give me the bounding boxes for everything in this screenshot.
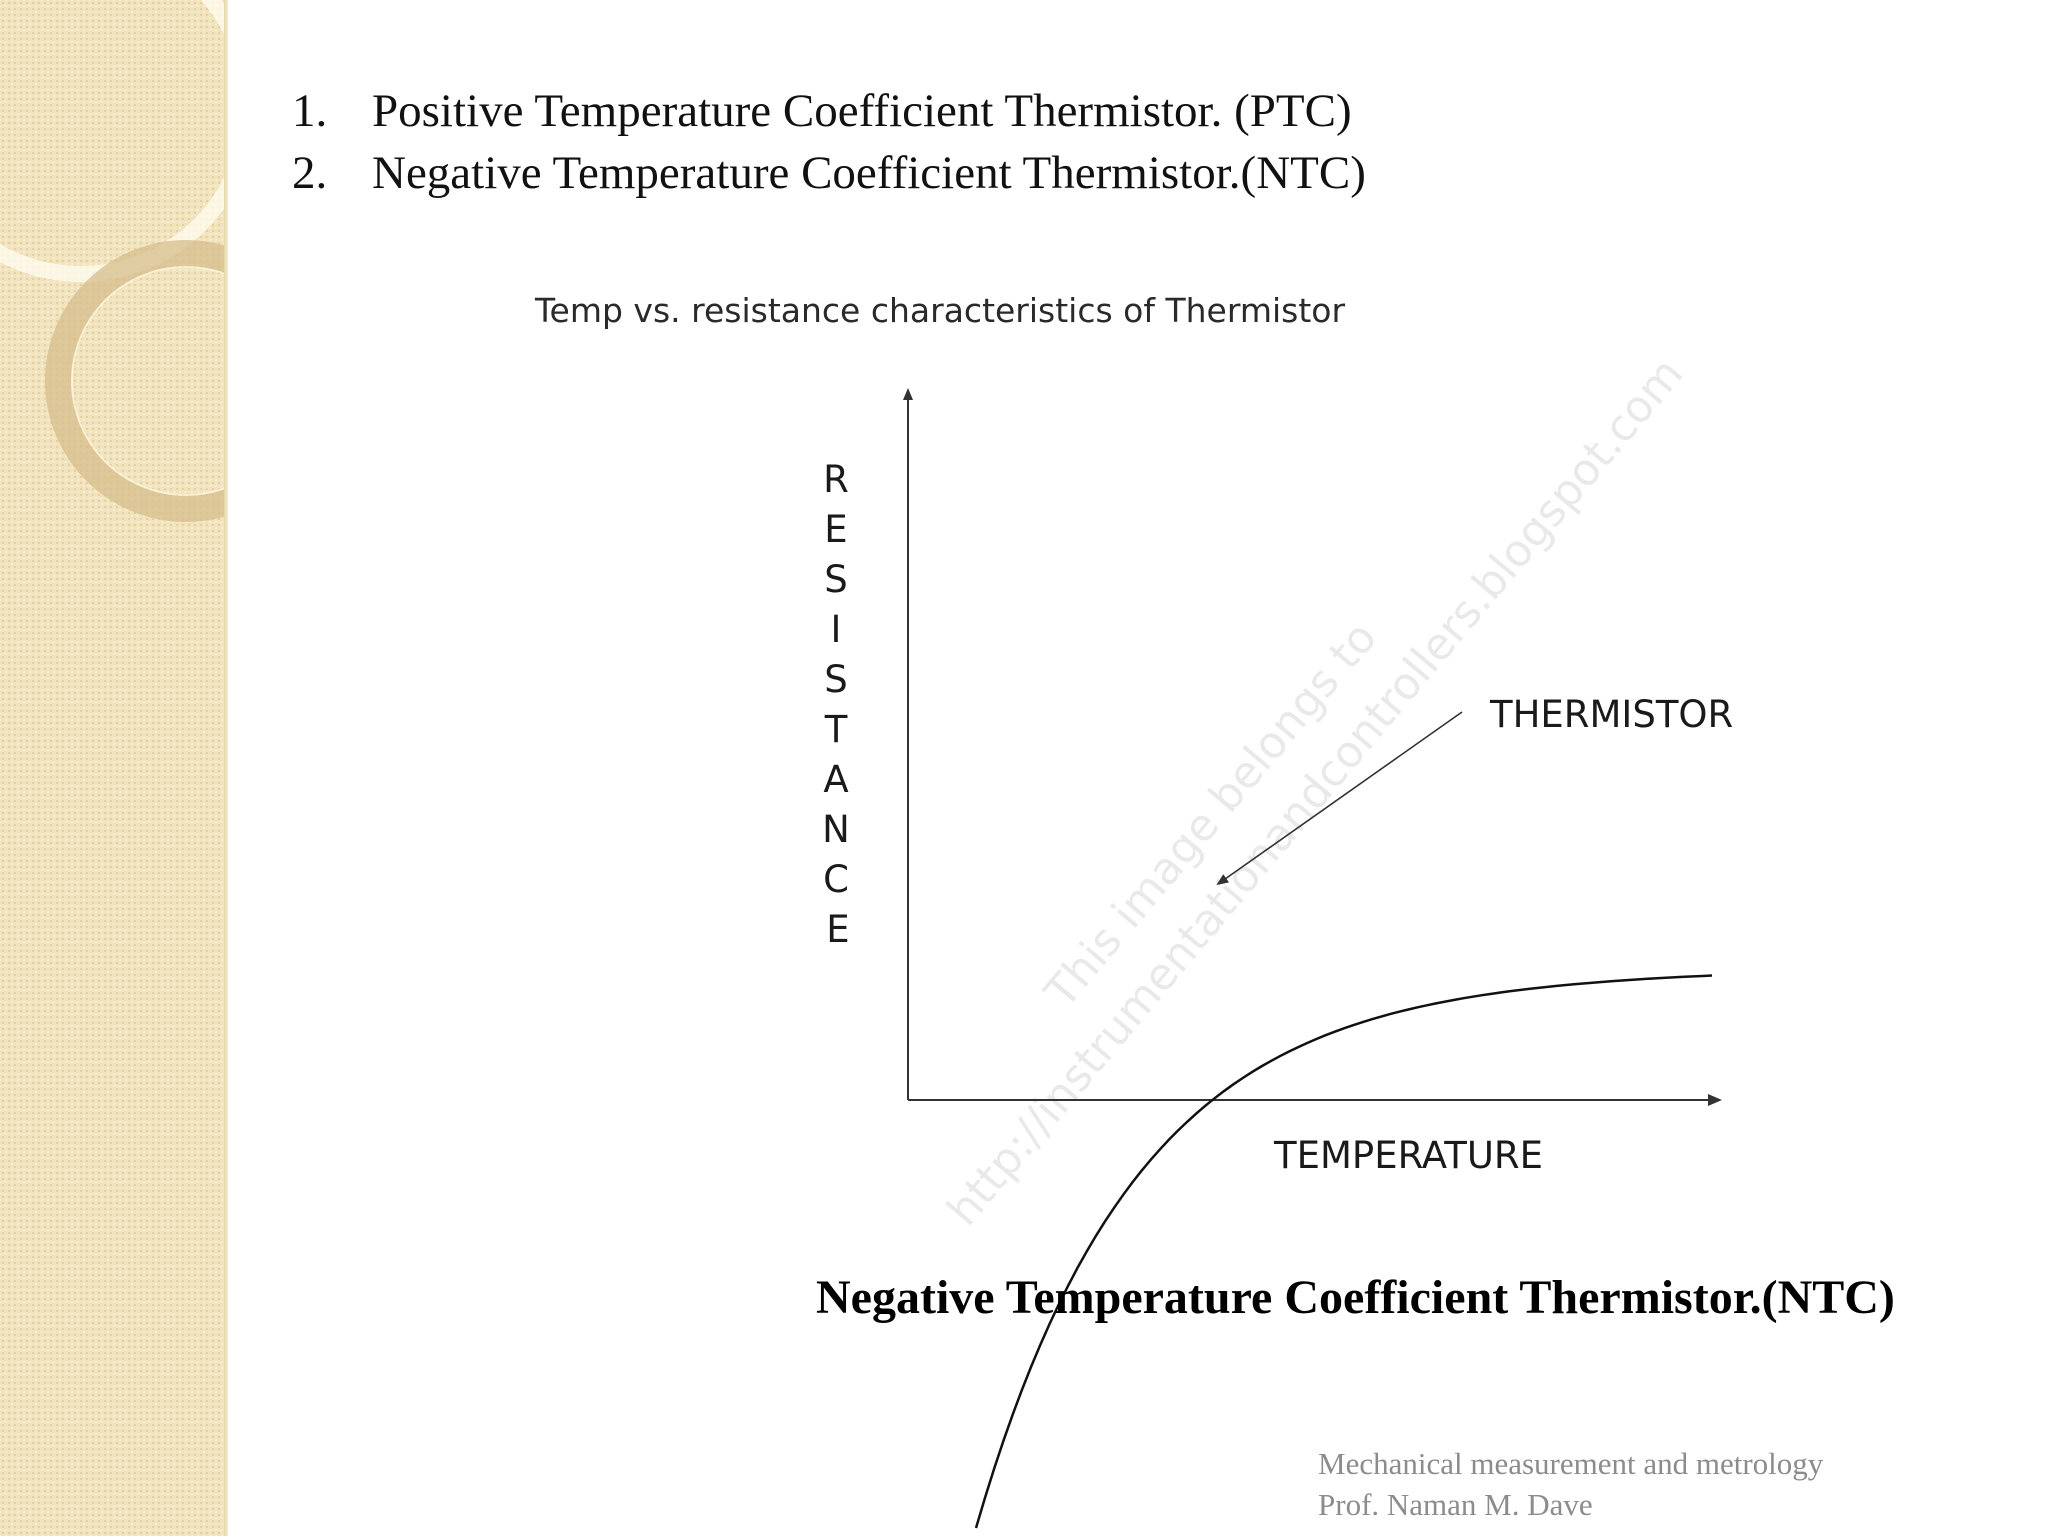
thermistor-curve xyxy=(974,974,1713,1529)
slide-footer: Mechanical measurement and metrology Pro… xyxy=(1318,1443,1823,1525)
list-item-text: Negative Temperature Coefficient Thermis… xyxy=(372,147,1366,199)
list-item-number: 2. xyxy=(292,147,328,199)
list-item: 2. Negative Temperature Coefficient Therm… xyxy=(292,142,1366,204)
list-item-number: 1. xyxy=(292,85,328,137)
side-panel-edge xyxy=(224,0,228,1536)
watermark-line: http://instrumentationandcontrollers.blo… xyxy=(937,349,1693,1236)
watermark: This image belongs to http://instrumenta… xyxy=(937,349,1693,1236)
slide-caption: Negative Temperature Coefficient Thermis… xyxy=(816,1271,1895,1324)
x-axis-arrow xyxy=(1708,1094,1722,1106)
watermark-line: This image belongs to xyxy=(1035,612,1387,1018)
annotation-label: THERMISTOR xyxy=(1489,693,1733,736)
y-axis-label: R E S I S T A N C E xyxy=(822,458,854,951)
y-axis-arrow xyxy=(903,388,913,400)
footer-author: Prof. Naman M. Dave xyxy=(1318,1487,1593,1522)
list-item-text: Positive Temperature Coefficient Thermis… xyxy=(372,85,1352,137)
x-axis-label: TEMPERATURE xyxy=(1273,1134,1543,1177)
annotation-arrow xyxy=(1216,711,1463,886)
list-item: 1. Positive Temperature Coefficient Therm… xyxy=(292,80,1366,142)
chart-title: Temp vs. resistance characteristics of T… xyxy=(534,291,1345,330)
decorative-side-panel xyxy=(0,0,228,1536)
footer-course: Mechanical measurement and metrology xyxy=(1318,1446,1824,1481)
thermistor-types-list: 1. Positive Temperature Coefficient Therm… xyxy=(292,80,1366,204)
